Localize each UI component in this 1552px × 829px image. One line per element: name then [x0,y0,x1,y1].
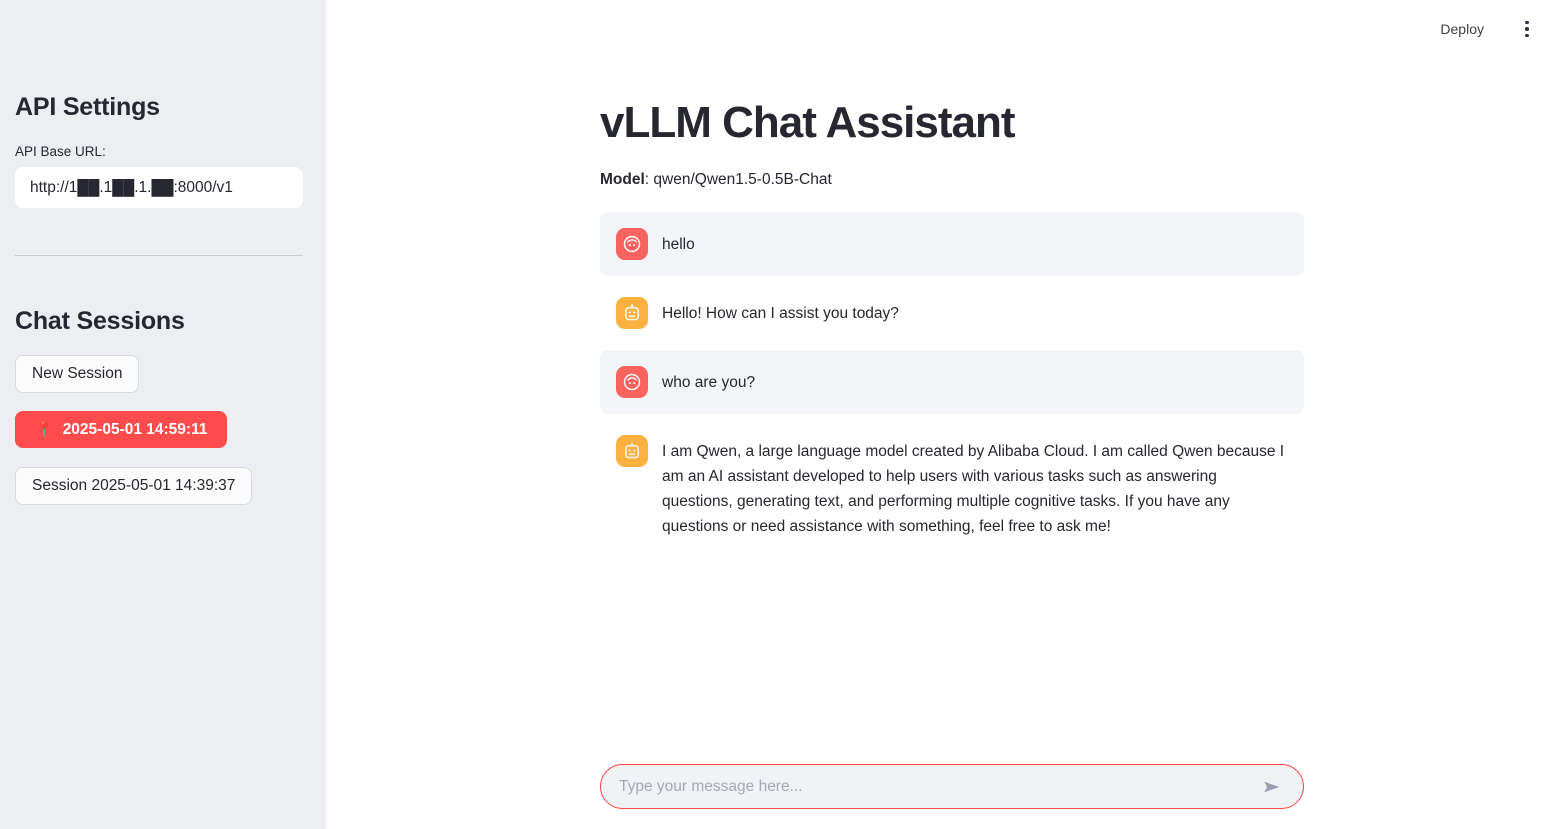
dot [1525,33,1529,38]
chat-message-user: hello [600,211,1304,276]
message-list: hello Hello! How can I a [600,211,1304,556]
new-session-button[interactable]: New Session [15,355,140,393]
pin-icon: 📍 [35,421,54,438]
deploy-button[interactable]: Deploy [1432,15,1492,43]
sidebar-session-item[interactable]: Session 2025-05-01 14:39:37 [15,467,253,505]
robot-icon [616,434,648,467]
chat-input[interactable] [619,777,1255,796]
main-area: Deploy vLLM Chat Assistant Model: qwen/Q… [326,0,1552,829]
chat-sessions-title: Chat Sessions [15,307,185,335]
dot [1525,27,1529,31]
top-toolbar: Deploy [1432,0,1552,58]
user-face-icon [616,227,648,260]
chat-message-assistant: I am Qwen, a large language model create… [600,418,1304,556]
message-text: I am Qwen, a large language model create… [662,442,1285,536]
sidebar: API Settings API Base URL: Chat Sessions… [0,0,326,829]
message-text: who are you? [662,373,756,391]
message-text: hello [662,235,695,253]
page-title: vLLM Chat Assistant [600,98,1016,147]
send-arrow-icon[interactable] [1255,772,1289,802]
api-base-url-label: API Base URL: [15,144,106,159]
session-label: Session 2025-05-01 14:39:37 [32,477,236,494]
model-separator: : [644,170,654,188]
sidebar-divider [15,255,303,256]
chat-input-bar[interactable] [600,764,1304,809]
api-base-url-input[interactable] [15,167,303,208]
new-session-label: New Session [32,365,123,382]
sidebar-session-item-active[interactable]: 📍 2025-05-01 14:59:11 [15,411,228,448]
user-face-icon [616,365,648,398]
model-label: Model [600,170,645,188]
session-label: 2025-05-01 14:59:11 [62,420,208,438]
message-text: Hello! How can I assist you today? [662,304,899,322]
more-vertical-icon[interactable] [1514,16,1540,42]
chat-message-user: who are you? [600,349,1304,414]
chat-message-assistant: Hello! How can I assist you today? [600,280,1304,345]
robot-icon [616,296,648,329]
api-settings-title: API Settings [15,93,160,121]
dot [1525,20,1529,25]
model-line: Model: qwen/Qwen1.5-0.5B-Chat [600,171,1304,189]
content-column: vLLM Chat Assistant Model: qwen/Qwen1.5-… [600,0,1304,561]
model-name: qwen/Qwen1.5-0.5B-Chat [653,170,832,188]
